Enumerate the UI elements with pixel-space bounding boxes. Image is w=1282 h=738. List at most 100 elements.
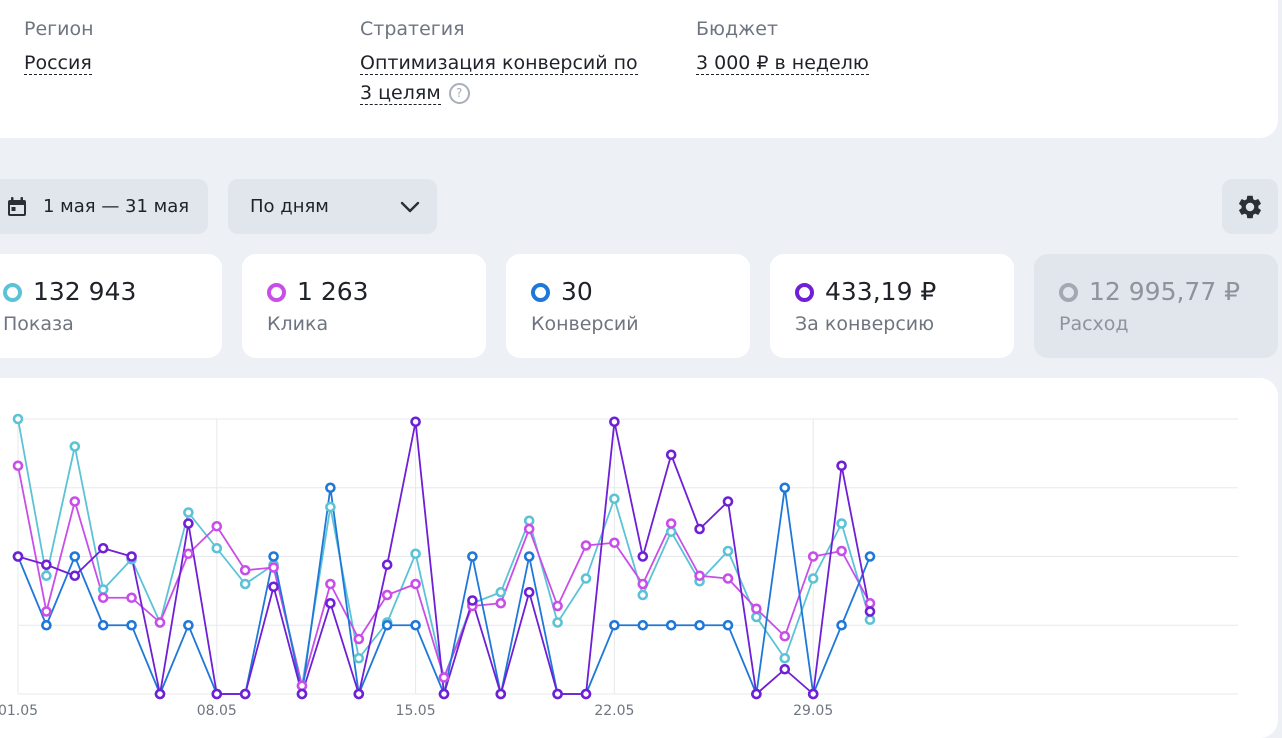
data-point xyxy=(864,597,876,609)
grouping-select[interactable]: По дням xyxy=(228,179,437,234)
data-point xyxy=(807,551,819,562)
data-point xyxy=(410,578,421,590)
data-point xyxy=(722,545,734,557)
budget-label: Бюджет xyxy=(696,18,779,40)
data-point xyxy=(296,688,308,700)
data-point xyxy=(239,688,251,700)
gear-icon xyxy=(1239,195,1261,218)
data-point xyxy=(523,523,535,535)
data-point xyxy=(12,460,24,472)
series-line xyxy=(17,418,871,687)
spend-value: 12 995,77 ₽ xyxy=(1089,277,1241,306)
data-point xyxy=(325,482,336,494)
date-range-picker[interactable]: 1 мая — 31 мая xyxy=(0,179,208,234)
data-point xyxy=(325,578,336,590)
data-point xyxy=(864,606,876,617)
data-point xyxy=(609,493,620,505)
conversions-label: Конверсий xyxy=(531,313,639,335)
data-point xyxy=(751,688,762,700)
data-point xyxy=(751,611,762,623)
data-point xyxy=(751,603,762,615)
data-point xyxy=(211,542,223,554)
metric-card-impressions[interactable]: 132 943 Показа xyxy=(0,254,222,358)
data-point xyxy=(183,619,194,631)
data-point xyxy=(154,688,166,700)
data-point xyxy=(268,551,279,562)
data-point xyxy=(864,551,876,562)
chevron-down-icon xyxy=(400,201,420,213)
data-point xyxy=(665,449,677,461)
help-icon[interactable]: ? xyxy=(448,83,470,104)
data-point xyxy=(97,619,109,631)
data-point xyxy=(523,551,535,562)
data-point xyxy=(410,416,421,428)
data-point xyxy=(126,551,137,562)
data-point xyxy=(836,619,847,631)
data-point xyxy=(69,570,81,582)
data-point xyxy=(268,562,279,573)
data-point xyxy=(325,597,336,609)
chart-settings-button[interactable] xyxy=(1222,179,1278,234)
data-point xyxy=(495,597,507,609)
strategy-label: Стратегия xyxy=(360,18,465,40)
calendar-icon xyxy=(8,196,26,216)
clicks-value: 1 263 xyxy=(297,277,369,306)
metric-card-cost-per-conversion[interactable]: 433,19 ₽ За конверсию xyxy=(770,254,1014,358)
spend-label: Расход xyxy=(1059,313,1129,335)
data-point xyxy=(381,619,393,631)
data-point xyxy=(552,617,563,628)
date-range-label: 1 мая — 31 мая xyxy=(43,196,190,217)
data-point xyxy=(183,548,194,560)
data-point xyxy=(779,482,791,494)
metric-card-conversions[interactable]: 30 Конверсий xyxy=(506,254,750,358)
data-point xyxy=(69,441,81,452)
x-tick-label: 15.05 xyxy=(396,703,436,719)
grouping-label: По дням xyxy=(250,196,329,217)
data-point xyxy=(12,551,24,562)
data-point xyxy=(239,564,251,576)
data-point xyxy=(609,619,620,631)
strategy-value-link[interactable]: Оптимизация конверсий по 3 целям xyxy=(360,52,638,105)
region-block: Регион Россия xyxy=(24,18,309,78)
data-point xyxy=(410,619,421,631)
data-point xyxy=(211,520,223,532)
region-value-link[interactable]: Россия xyxy=(24,52,92,75)
conversions-value: 30 xyxy=(561,277,593,306)
data-point xyxy=(637,578,649,590)
clicks-toggle-ring xyxy=(267,283,286,302)
data-point xyxy=(609,537,620,549)
impressions-value: 132 943 xyxy=(33,277,137,306)
data-point xyxy=(665,526,677,538)
data-point xyxy=(552,600,563,612)
data-point xyxy=(523,586,535,598)
series-line xyxy=(17,465,871,687)
data-point xyxy=(495,586,507,598)
data-point xyxy=(69,496,81,507)
strategy-block: Стратегия Оптимизация конверсий по 3 цел… xyxy=(360,18,645,108)
budget-value-link[interactable]: 3 000 ₽ в неделю xyxy=(696,52,869,75)
cost-per-conversion-value: 433,19 ₽ xyxy=(825,277,937,306)
data-point xyxy=(864,614,876,626)
metric-card-clicks[interactable]: 1 263 Клика xyxy=(242,254,486,358)
statistics-line-chart: 01.05 08.05 15.05 22.05 29.05 xyxy=(0,413,1238,719)
cost-per-conversion-toggle-ring xyxy=(795,283,814,302)
data-point xyxy=(41,606,52,617)
data-point xyxy=(637,589,649,601)
data-point xyxy=(381,589,393,601)
data-point xyxy=(637,619,649,631)
region-label: Регион xyxy=(24,18,94,40)
data-point xyxy=(722,619,734,631)
impressions-toggle-ring xyxy=(3,283,22,302)
data-point xyxy=(438,672,450,683)
data-point xyxy=(268,581,279,593)
data-point xyxy=(97,584,109,595)
data-point xyxy=(836,460,847,472)
x-tick-label: 22.05 xyxy=(594,703,634,719)
x-tick-label: 08.05 xyxy=(197,703,237,719)
data-point xyxy=(807,573,819,584)
data-point xyxy=(41,570,52,582)
metric-card-spend[interactable]: 12 995,77 ₽ Расход xyxy=(1034,254,1278,358)
data-point xyxy=(296,680,308,692)
data-point xyxy=(665,518,677,529)
data-point xyxy=(580,573,592,584)
